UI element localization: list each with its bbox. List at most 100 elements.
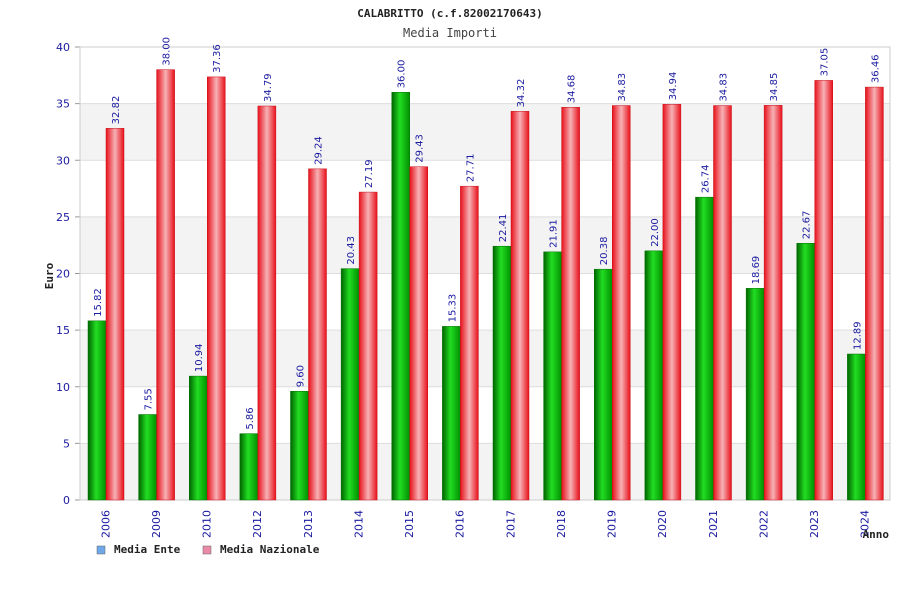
data-label: 27.19 — [364, 159, 375, 188]
data-label: 34.83 — [617, 73, 628, 102]
data-label: 38.00 — [162, 37, 173, 66]
x-tick-label: 2021 — [707, 510, 720, 538]
x-tick-label: 2016 — [454, 510, 467, 538]
y-tick-label: 35 — [56, 98, 70, 111]
x-tick-label: 2023 — [808, 510, 821, 538]
bar-media-ente — [138, 414, 157, 501]
bar-media-ente — [391, 92, 410, 501]
x-tick-label: 2017 — [504, 510, 517, 538]
bar-media-ente — [543, 251, 562, 501]
chart-title: CALABRITTO (c.f.82002170643) — [357, 7, 542, 20]
y-tick-label: 20 — [56, 268, 70, 281]
x-tick-label: 2013 — [302, 510, 315, 538]
bar-media-nazionale — [561, 106, 580, 501]
data-label: 34.68 — [567, 75, 578, 104]
data-label: 34.85 — [769, 73, 780, 102]
data-label: 32.82 — [111, 96, 122, 125]
data-label: 36.00 — [397, 60, 408, 89]
data-label: 20.38 — [599, 237, 610, 266]
plot-area: 0 5 10 15 20 25 30 35 40 15.82 32.82 2006 7.55 38.00 2… — [56, 37, 891, 538]
y-tick-label: 5 — [63, 437, 70, 450]
bar-media-ente — [189, 375, 208, 501]
data-label: 34.32 — [516, 79, 527, 108]
legend: Media Ente Media Nazionale — [96, 543, 320, 556]
y-tick-label: 40 — [56, 41, 70, 54]
bar-media-ente — [644, 250, 664, 501]
x-tick-label: 2018 — [555, 510, 568, 538]
data-label: 18.69 — [751, 256, 762, 285]
data-label: 34.83 — [719, 73, 730, 102]
data-label: 12.89 — [852, 321, 863, 350]
x-axis-label: Anno — [863, 528, 890, 541]
data-label: 20.43 — [346, 236, 357, 265]
y-tick-label: 25 — [56, 211, 70, 224]
legend-label: Media Ente — [114, 543, 181, 556]
bar-media-nazionale — [156, 69, 175, 501]
bar-media-nazionale — [763, 105, 783, 501]
data-label: 34.79 — [263, 73, 274, 102]
x-tick-label: 2024 — [859, 510, 872, 538]
bar-media-nazionale — [308, 168, 327, 501]
data-label: 34.94 — [668, 72, 679, 101]
data-label: 7.55 — [144, 388, 155, 410]
bar-media-nazionale — [257, 105, 277, 501]
data-label: 29.24 — [314, 136, 325, 165]
bar-media-nazionale — [358, 191, 378, 501]
bar-media-ente — [745, 288, 765, 501]
data-label: 27.71 — [465, 154, 476, 183]
data-label: 15.33 — [447, 294, 458, 323]
data-label: 36.46 — [870, 54, 881, 83]
y-tick-label: 30 — [56, 154, 70, 167]
data-label: 22.41 — [498, 214, 509, 243]
x-tick-label: 2020 — [656, 510, 669, 538]
bar-media-ente — [492, 245, 512, 501]
data-label: 10.94 — [194, 343, 205, 372]
x-tick-label: 2012 — [251, 510, 264, 538]
bar-media-nazionale — [713, 105, 732, 501]
data-label: 29.43 — [415, 134, 426, 163]
bar-media-ente — [796, 243, 815, 501]
x-tick-label: 2022 — [757, 510, 770, 538]
bar-media-ente — [594, 268, 613, 501]
x-tick-label: 2015 — [403, 510, 416, 538]
data-label: 22.67 — [802, 211, 813, 240]
y-tick-label: 15 — [56, 324, 70, 337]
y-axis-label: Euro — [43, 262, 56, 289]
x-tick-label: 2010 — [201, 510, 214, 538]
legend-label: Media Nazionale — [220, 543, 320, 556]
data-label: 5.86 — [245, 407, 256, 429]
bar-media-ente — [239, 433, 259, 501]
bar-media-ente — [340, 268, 360, 501]
y-tick-label: 10 — [56, 381, 70, 394]
bar-media-ente — [847, 353, 866, 501]
bar-media-ente — [290, 391, 309, 501]
x-tick-label: 2006 — [99, 510, 112, 538]
bar-media-nazionale — [865, 86, 884, 501]
y-tick-label: 0 — [63, 494, 70, 507]
data-label: 37.36 — [212, 44, 223, 73]
legend-swatch — [202, 545, 212, 555]
bar-media-ente — [442, 326, 461, 501]
bar-media-ente — [695, 196, 714, 501]
bar-media-nazionale — [460, 185, 479, 501]
bar-media-nazionale — [510, 111, 530, 501]
bar-media-nazionale — [207, 76, 226, 501]
x-tick-label: 2019 — [606, 510, 619, 538]
data-label: 9.60 — [296, 365, 307, 387]
bar-media-nazionale — [409, 166, 428, 501]
data-label: 26.74 — [701, 165, 712, 194]
bar-media-ente — [87, 320, 107, 501]
x-tick-label: 2009 — [150, 510, 163, 538]
bar-media-nazionale — [105, 128, 125, 501]
chart-subtitle: Media Importi — [403, 26, 497, 40]
data-label: 21.91 — [549, 219, 560, 248]
plot-frame — [79, 46, 891, 501]
bar-media-nazionale — [662, 104, 682, 501]
data-label: 37.05 — [820, 48, 831, 77]
data-label: 15.82 — [93, 288, 104, 317]
x-tick-label: 2014 — [352, 510, 365, 538]
bar-media-nazionale — [814, 80, 833, 501]
data-label: 22.00 — [650, 218, 661, 247]
bar-media-nazionale — [612, 105, 631, 501]
